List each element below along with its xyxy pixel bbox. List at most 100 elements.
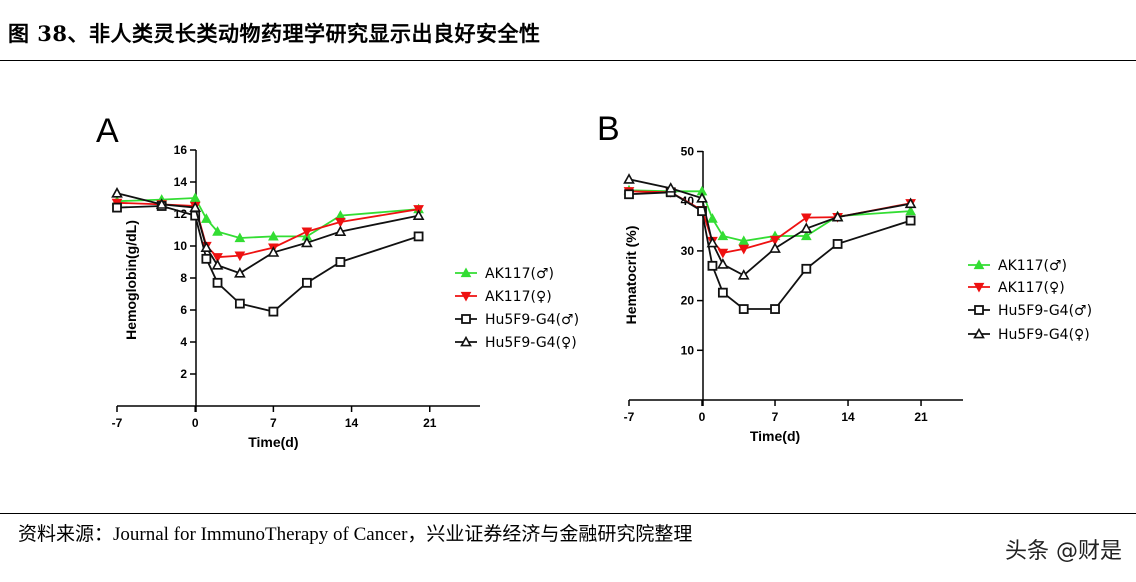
- panel-a-data-point: [234, 298, 245, 309]
- panel-a-series-3: [111, 187, 425, 278]
- panel-b-data-point: [737, 269, 750, 280]
- panel-a-data-point: [189, 201, 202, 212]
- panel-a-data-point: [212, 253, 223, 263]
- panel-a-x-tick-label: 7: [270, 416, 277, 430]
- panel-b-data-point: [801, 263, 812, 274]
- panel-a-data-point: [234, 267, 246, 278]
- panel-b-x-tick-label: -7: [624, 410, 635, 424]
- panel-b-legend-label: AK117(♂): [998, 258, 1067, 274]
- panel-b-series-line: [628, 189, 911, 242]
- panel-b-legend-label: AK117(♀): [998, 280, 1065, 296]
- panel-a-data-point: [211, 259, 224, 270]
- panel-a-data-point: [334, 225, 347, 236]
- panel-b-legend-label: Hu5F9-G4(♂): [998, 303, 1092, 319]
- watermark: 头条 @财是: [1005, 539, 1122, 564]
- panel-b-series-line: [628, 178, 911, 277]
- panel-a-data-point: [301, 236, 313, 248]
- panel-b-legend-entry: Hu5F9-G4(♂): [968, 303, 1092, 319]
- panel-b-data-point: [769, 235, 781, 246]
- panel-a-legend-label: Hu5F9-G4(♀): [485, 335, 577, 351]
- panel-b-legend-marker: [973, 259, 985, 270]
- panel-label-b: B: [597, 110, 620, 148]
- panel-a-plot: -7 0 7 14 21246810121416Time(d)Hemoglobin(g/…: [111, 143, 579, 450]
- panel-b-legend-marker: [973, 282, 985, 293]
- panel-a-data-point: [234, 232, 246, 243]
- panel-b-data-point: [707, 260, 718, 271]
- panel-a-x-tick-label: 21: [423, 416, 437, 430]
- panel-a-y-tick-label: 14: [174, 175, 188, 189]
- panel-a-legend-label: AK117(♀): [485, 289, 552, 305]
- panel-a-data-point: [335, 257, 346, 267]
- panel-a-x-tick-label: 0: [192, 416, 199, 430]
- panel-b-data-point: [738, 235, 750, 246]
- panel-b-data-point: [770, 304, 780, 314]
- panel-b-y-tick-label: 10: [681, 343, 695, 357]
- panel-a-y-tick-label: 10: [174, 239, 188, 253]
- source-note: 资料来源：Journal for ImmunoTherapy of Cancer…: [18, 524, 693, 545]
- panel-b-data-point: [717, 258, 729, 269]
- panel-a-data-point: [112, 202, 122, 213]
- panel-b-legend-entry: Hu5F9-G4(♀): [968, 327, 1090, 343]
- panel-b-data-point: [905, 205, 916, 216]
- panel-a-data-point: [335, 217, 346, 228]
- panel-b-series-line: [628, 191, 911, 310]
- panel-a-data-point: [413, 231, 424, 242]
- panel-b-data-point: [697, 206, 707, 217]
- panel-a-data-point: [201, 253, 212, 264]
- panel-b-y-tick-label: 20: [681, 294, 695, 308]
- panel-a-series-line: [116, 201, 419, 259]
- panel-b-data-point: [623, 173, 635, 184]
- panel-a-data-point: [200, 241, 213, 252]
- panel-a-legend-label: AK117(♂): [485, 266, 554, 282]
- panel-a-y-tick-label: 4: [180, 335, 187, 349]
- panel-b-data-point: [831, 210, 844, 222]
- panel-b-data-point: [717, 230, 729, 241]
- panel-a-legend-entry: AK117(♂): [455, 266, 554, 282]
- panel-b-data-point: [717, 248, 729, 259]
- panel-a-data-point: [268, 306, 279, 317]
- panel-b-y-axis-label: Hematocrit (%): [623, 226, 639, 325]
- panel-b-legend-label: Hu5F9-G4(♀): [998, 327, 1090, 343]
- panel-a-x-tick-label: -7: [112, 416, 123, 430]
- panel-a-legend-entry: Hu5F9-G4(♀): [455, 335, 577, 351]
- panel-b-legend-entry: AK117(♀): [968, 280, 1065, 296]
- panel-a-legend-entry: AK117(♀): [455, 289, 552, 305]
- panel-a-data-point: [212, 277, 223, 288]
- panel-b-data-point: [738, 244, 750, 255]
- panel-b-series-line: [628, 190, 911, 254]
- title-divider: [0, 60, 1136, 61]
- panel-a-series-2: [112, 201, 424, 317]
- panel-a-legend-label: Hu5F9-G4(♂): [485, 312, 579, 328]
- chart-area: A B -7 0 7 14 21246810121416Time(d)Hemoglobi…: [96, 110, 1092, 450]
- panel-a-y-axis-label: Hemoglobin(g/dL): [123, 220, 139, 340]
- panel-b-legend-marker: [974, 305, 984, 315]
- panel-b-x-tick-label: 0: [699, 410, 706, 424]
- panel-a-data-point: [301, 227, 313, 238]
- panel-a-data-point: [301, 277, 312, 288]
- panel-b-legend-entry: AK117(♂): [968, 258, 1067, 274]
- panel-a-series-line: [116, 205, 419, 313]
- panel-b-data-point: [738, 304, 749, 314]
- panel-b-data-point: [905, 215, 916, 226]
- panel-b-x-tick-label: 14: [841, 410, 855, 424]
- source-divider: [0, 513, 1136, 514]
- panel-b-data-point: [707, 213, 718, 223]
- panel-a-data-point: [201, 213, 212, 223]
- panel-b-series-1: [623, 187, 916, 259]
- panel-b-x-tick-label: 21: [914, 410, 928, 424]
- panel-b-y-tick-label: 30: [681, 244, 695, 258]
- panel-a-data-point: [234, 251, 246, 262]
- panel-b-x-axis-label: Time(d): [750, 428, 800, 444]
- panel-b-data-point: [717, 287, 728, 298]
- panel-a-y-tick-label: 6: [180, 303, 187, 317]
- panel-a-legend-marker: [460, 335, 472, 347]
- panel-a-legend-entry: Hu5F9-G4(♂): [455, 312, 579, 328]
- panel-b-data-point: [800, 230, 812, 241]
- panel-b-data-point: [800, 213, 812, 224]
- panel-b-data-point: [769, 242, 781, 253]
- panel-b-data-point: [624, 189, 634, 200]
- panel-b-data-point: [664, 182, 677, 193]
- panel-a-x-axis-label: Time(d): [248, 434, 298, 450]
- panel-b-data-point: [904, 197, 917, 209]
